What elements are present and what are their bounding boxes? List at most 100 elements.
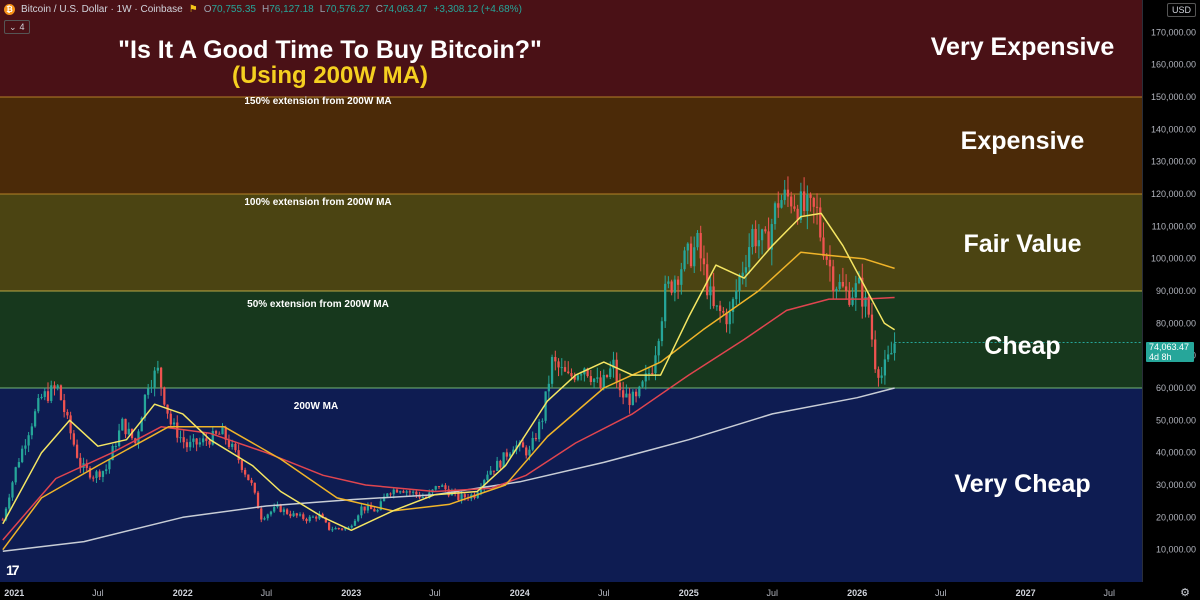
candle-body xyxy=(98,471,101,477)
candle-body xyxy=(741,272,744,277)
candle-body xyxy=(757,240,761,247)
candle-body xyxy=(231,443,234,447)
y-tick-label: 30,000.00 xyxy=(1156,480,1196,490)
ext-label-100: 100% extension from 200W MA xyxy=(244,197,392,208)
indicator-count: 4 xyxy=(19,22,25,32)
candle-body xyxy=(651,373,654,375)
candle-body xyxy=(560,367,563,369)
candle-body xyxy=(37,398,40,412)
candle-body xyxy=(373,509,376,512)
candle-body xyxy=(150,387,153,389)
candle-body xyxy=(321,514,324,518)
candle-body xyxy=(689,243,693,267)
candle-body xyxy=(877,369,880,378)
candle-body xyxy=(295,513,298,516)
candle-body xyxy=(777,203,780,208)
bitcoin-icon: ₿ xyxy=(4,3,15,15)
candle-body xyxy=(327,522,331,530)
candle-body xyxy=(699,233,702,259)
candle-body xyxy=(463,494,466,498)
candle-body xyxy=(851,297,854,305)
candle-body xyxy=(208,440,211,445)
candle-body xyxy=(389,493,392,495)
candle-body xyxy=(201,438,205,443)
candle-body xyxy=(369,505,373,510)
candle-body xyxy=(69,415,72,434)
tradingview-logo-icon[interactable]: 17 xyxy=(6,562,20,578)
indicators-toggle[interactable]: ⌄ 4 xyxy=(4,20,30,34)
candle-body xyxy=(311,516,315,518)
candle-body xyxy=(108,460,111,470)
candle-body xyxy=(793,206,796,209)
ext-label-150: 150% extension from 200W MA xyxy=(244,96,392,107)
candle-body xyxy=(809,194,812,198)
candle-body xyxy=(253,482,256,493)
candle-body xyxy=(709,286,712,296)
candle-body xyxy=(525,447,528,456)
price-axis xyxy=(1142,0,1200,600)
candle-body xyxy=(147,388,150,395)
candle-body xyxy=(124,418,127,435)
candle-body xyxy=(198,442,202,445)
candle-body xyxy=(596,377,599,379)
candle-body xyxy=(550,356,554,384)
symbol-name[interactable]: Bitcoin / U.S. Dollar · 1W · Coinbase xyxy=(21,3,183,15)
candle-body xyxy=(786,189,790,197)
candle-body xyxy=(256,492,260,509)
candle-body xyxy=(790,196,793,207)
candle-body xyxy=(143,394,147,418)
candle-body xyxy=(567,371,570,374)
y-tick-label: 160,000.00 xyxy=(1151,60,1196,70)
ma-200w-line xyxy=(2,387,895,553)
candle-body xyxy=(854,283,857,298)
candle-body xyxy=(806,194,809,211)
candle-body xyxy=(573,376,576,380)
flag-icon[interactable]: ⚑ xyxy=(188,3,198,15)
candle-body xyxy=(880,375,883,378)
candle-body xyxy=(289,513,292,517)
zone-label-expensive: Expensive xyxy=(960,127,1085,155)
candle-body xyxy=(402,491,405,493)
y-tick-label: 170,000.00 xyxy=(1151,27,1196,37)
candle-body xyxy=(185,442,189,448)
candle-body xyxy=(376,510,379,512)
candle-body xyxy=(832,266,835,292)
candle-body xyxy=(444,485,447,490)
currency-selector[interactable]: USD xyxy=(1166,3,1196,17)
candle-body xyxy=(702,258,706,265)
candle-body xyxy=(492,470,496,472)
candle-body xyxy=(638,386,641,397)
candle-body xyxy=(66,411,69,416)
candle-body xyxy=(764,229,767,232)
candle-body xyxy=(17,462,21,468)
candle-body xyxy=(121,418,124,431)
gear-icon[interactable]: ⚙ xyxy=(1180,587,1190,599)
candle-body xyxy=(861,277,864,307)
candle-body xyxy=(240,460,244,470)
candle-body xyxy=(554,356,557,362)
candle-body xyxy=(243,469,247,475)
candle-body xyxy=(706,264,709,296)
candle-body xyxy=(205,438,208,441)
y-tick-label: 100,000.00 xyxy=(1151,254,1196,264)
y-tick-label: 150,000.00 xyxy=(1151,92,1196,102)
candle-body xyxy=(783,189,786,201)
candle-body xyxy=(664,283,667,322)
candle-body xyxy=(46,391,50,401)
candle-body xyxy=(21,448,24,463)
candle-body xyxy=(822,237,825,257)
candle-body xyxy=(686,243,689,251)
chevron-down-icon: ⌄ xyxy=(9,21,17,32)
candle-body xyxy=(838,281,841,289)
candle-body xyxy=(844,286,848,291)
candle-body xyxy=(92,477,95,479)
x-tick-label: 2025 xyxy=(679,588,699,598)
zone-label-fair-value: Fair Value xyxy=(963,230,1082,258)
y-tick-label: 60,000.00 xyxy=(1156,383,1196,393)
x-tick-label: Jul xyxy=(429,588,441,598)
candle-body xyxy=(683,250,686,270)
y-tick-label: 140,000.00 xyxy=(1151,124,1196,134)
candle-body xyxy=(541,420,544,422)
